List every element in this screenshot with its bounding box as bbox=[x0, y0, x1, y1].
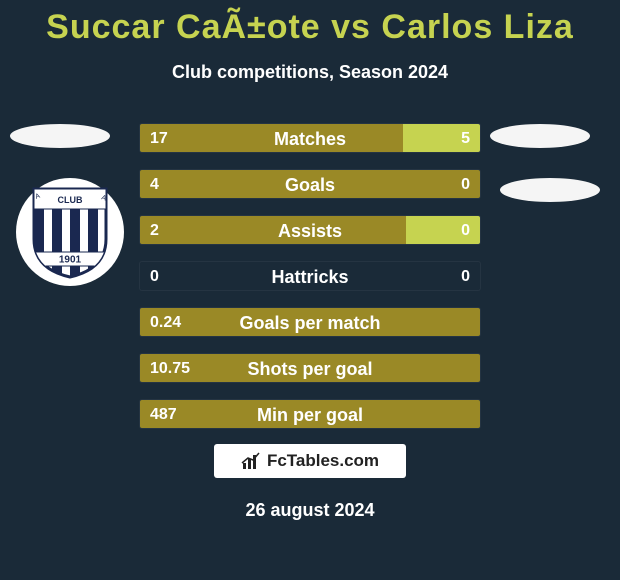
stat-label: Hattricks bbox=[140, 262, 480, 291]
crest-year: 1901 bbox=[59, 255, 82, 266]
stat-row: 175Matches bbox=[139, 123, 481, 153]
stat-label: Shots per goal bbox=[140, 354, 480, 383]
comparison-bars: 175Matches 40Goals 20Assists 00Hattricks 0.2… bbox=[139, 123, 481, 445]
stat-row: 0.24Goals per match bbox=[139, 307, 481, 337]
stat-label: Matches bbox=[140, 124, 480, 153]
stat-row: 487Min per goal bbox=[139, 399, 481, 429]
stat-row: 00Hattricks bbox=[139, 261, 481, 291]
page-subtitle: Club competitions, Season 2024 bbox=[0, 62, 620, 83]
stat-label: Min per goal bbox=[140, 400, 480, 429]
chart-icon bbox=[241, 451, 261, 471]
avatar-placeholder bbox=[490, 124, 590, 148]
brand-badge[interactable]: FcTables.com bbox=[214, 444, 406, 478]
date-label: 26 august 2024 bbox=[0, 500, 620, 521]
avatar-placeholder bbox=[500, 178, 600, 202]
stat-label: Goals bbox=[140, 170, 480, 199]
avatar-placeholder bbox=[10, 124, 110, 148]
club-crest-alianza: CLUB 1901 A A bbox=[16, 178, 124, 286]
stat-row: 40Goals bbox=[139, 169, 481, 199]
page-title: Succar CaÃ±ote vs Carlos Liza bbox=[0, 8, 620, 47]
stat-row: 10.75Shots per goal bbox=[139, 353, 481, 383]
crest-center-text: CLUB bbox=[58, 195, 83, 205]
brand-label: FcTables.com bbox=[267, 451, 379, 471]
stat-label: Goals per match bbox=[140, 308, 480, 337]
stat-row: 20Assists bbox=[139, 215, 481, 245]
stat-label: Assists bbox=[140, 216, 480, 245]
